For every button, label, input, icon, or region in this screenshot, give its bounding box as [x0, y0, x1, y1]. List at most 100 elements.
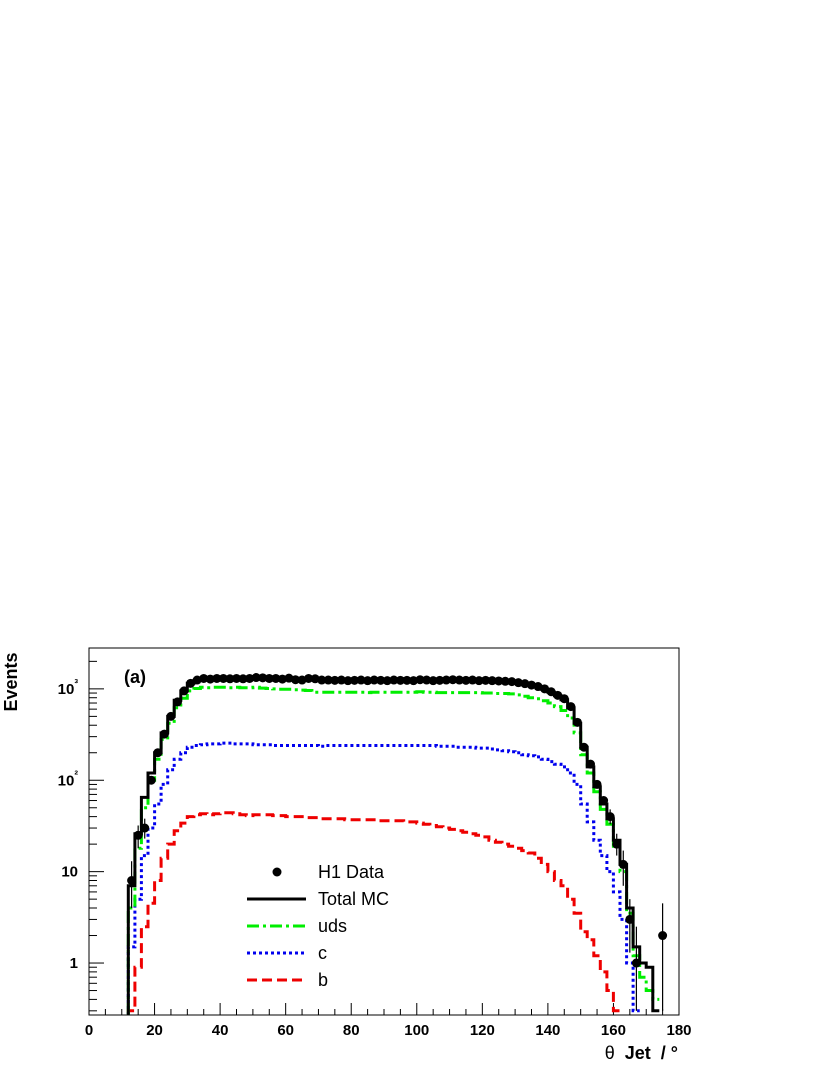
data-point: [468, 675, 477, 685]
x-tick-label: 0: [85, 1022, 93, 1039]
x-tick-label: 60: [277, 1022, 294, 1039]
data-point: [369, 675, 379, 685]
x-axis-title-symbol: θ: [605, 1043, 615, 1063]
y-tick-label: 1: [70, 955, 78, 972]
data-point: [271, 673, 281, 683]
data-point: [441, 675, 451, 685]
data-point: [356, 675, 366, 685]
y-tick-label: 10: [61, 864, 78, 881]
legend-label-c: c: [318, 943, 327, 963]
x-tick-label: 160: [601, 1022, 626, 1039]
data-point: [323, 675, 333, 685]
data-point: [658, 931, 668, 941]
data-point: [232, 673, 241, 683]
legend-label-total-mc: Total MC: [318, 889, 389, 909]
series-b: [126, 811, 620, 1015]
data-point: [566, 702, 576, 712]
data-point: [153, 748, 163, 758]
data-point: [277, 674, 287, 684]
data-point: [500, 676, 510, 686]
data-point: [402, 675, 412, 685]
data-point: [546, 687, 556, 697]
legend-label-uds: uds: [318, 916, 347, 936]
data-point: [395, 675, 405, 685]
data-point: [559, 694, 569, 704]
data-point: [612, 839, 622, 849]
x-axis-title-unit: / °: [661, 1043, 678, 1063]
x-tick-label: 40: [212, 1022, 229, 1039]
panel-label: (a): [124, 667, 146, 687]
data-point: [618, 859, 628, 869]
data-point: [572, 717, 582, 727]
y-tick-label: 10³: [58, 678, 79, 698]
data-point: [428, 676, 438, 686]
data-point: [173, 697, 182, 707]
data-point: [179, 686, 189, 696]
data-point: [494, 676, 504, 686]
x-axis-title-main: Jet: [625, 1043, 651, 1063]
series-uds: [126, 685, 660, 1015]
data-point: [166, 711, 176, 721]
series-c: [126, 741, 640, 1015]
x-tick-label: 20: [146, 1022, 163, 1039]
y-axis-title: Events: [1, 652, 21, 711]
data-point: [218, 673, 228, 683]
legend-label-b: b: [318, 970, 328, 990]
x-tick-label: 140: [535, 1022, 560, 1039]
data-point: [422, 675, 432, 685]
data-point: [258, 673, 268, 683]
data-point: [212, 673, 222, 683]
data-point: [336, 675, 346, 685]
data-point: [238, 674, 248, 684]
axes: 0 20 40 60 80 100 120 140 160 180 1 10 10² 10³: [58, 660, 692, 1039]
data-point: [140, 823, 150, 833]
x-tick-label: 80: [343, 1022, 360, 1039]
data-point: [291, 675, 300, 685]
data-point: [481, 675, 491, 685]
data-point: [579, 742, 589, 752]
data-point: [435, 675, 445, 685]
data-point: [631, 958, 641, 968]
data-point: [245, 673, 255, 683]
x-tick-label: 100: [404, 1022, 429, 1039]
data-point: [389, 675, 399, 685]
legend: H1 Data Total MC uds c b: [247, 862, 389, 990]
data-point: [363, 676, 373, 686]
x-tick-label: 180: [666, 1022, 691, 1039]
y-tick-label: 10²: [58, 769, 79, 789]
data-point: [133, 830, 143, 840]
data-point: [586, 759, 595, 769]
legend-marker-h1-data: [272, 867, 282, 877]
series-total-mc: [126, 677, 660, 1015]
data-points: [127, 673, 668, 1011]
data-point: [251, 673, 261, 683]
x-tick-label: 120: [470, 1022, 495, 1039]
data-point: [382, 676, 392, 686]
data-point: [487, 676, 497, 686]
data-point: [474, 676, 484, 686]
x-axis-title: θ Jet / °: [605, 1043, 678, 1063]
data-point: [461, 675, 471, 685]
data-point: [159, 729, 169, 739]
data-point: [599, 796, 609, 806]
data-point: [205, 674, 215, 684]
legend-label-h1-data: H1 Data: [318, 862, 385, 882]
data-point: [330, 675, 340, 685]
data-point: [376, 675, 386, 685]
data-point: [304, 673, 314, 683]
data-point: [317, 675, 327, 685]
data-point: [127, 876, 137, 886]
data-point: [199, 673, 209, 683]
data-point: [454, 675, 464, 685]
data-point: [625, 914, 635, 924]
mc-curves: [126, 677, 660, 1015]
data-point: [146, 775, 156, 785]
data-point: [605, 812, 615, 822]
data-point: [343, 676, 353, 686]
data-point: [592, 779, 602, 789]
data-point: [415, 675, 425, 685]
data-point: [448, 675, 458, 685]
data-point: [225, 674, 235, 684]
data-point: [350, 675, 359, 685]
